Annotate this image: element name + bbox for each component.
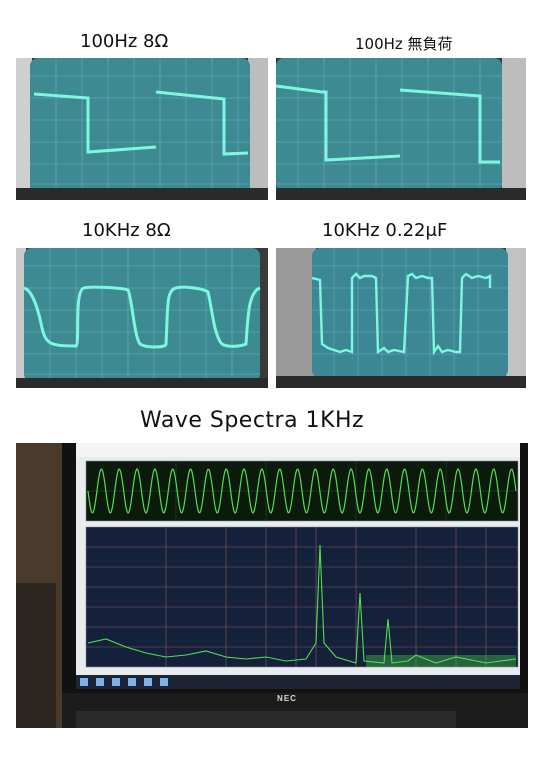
oscilloscope-photo-10khz-8ohm: [16, 248, 268, 388]
laptop-brand-logo: NEC: [277, 694, 297, 703]
oscilloscope-photo-100hz-no-load: [276, 58, 526, 200]
laptop-photo-wave-spectra: NEC: [16, 443, 528, 728]
caption-10khz-8ohm: 10KHz 8Ω: [82, 220, 171, 241]
caption-100hz-8ohm: 100Hz 8Ω: [80, 31, 169, 52]
caption-10khz-cap-load: 10KHz 0.22μF: [322, 220, 448, 241]
oscilloscope-photo-10khz-cap-load: [276, 248, 526, 388]
oscilloscope-photo-100hz-8ohm: [16, 58, 268, 200]
caption-wave-spectra: Wave Spectra 1KHz: [140, 408, 365, 433]
caption-100hz-no-load: 100Hz 無負荷: [355, 35, 453, 53]
